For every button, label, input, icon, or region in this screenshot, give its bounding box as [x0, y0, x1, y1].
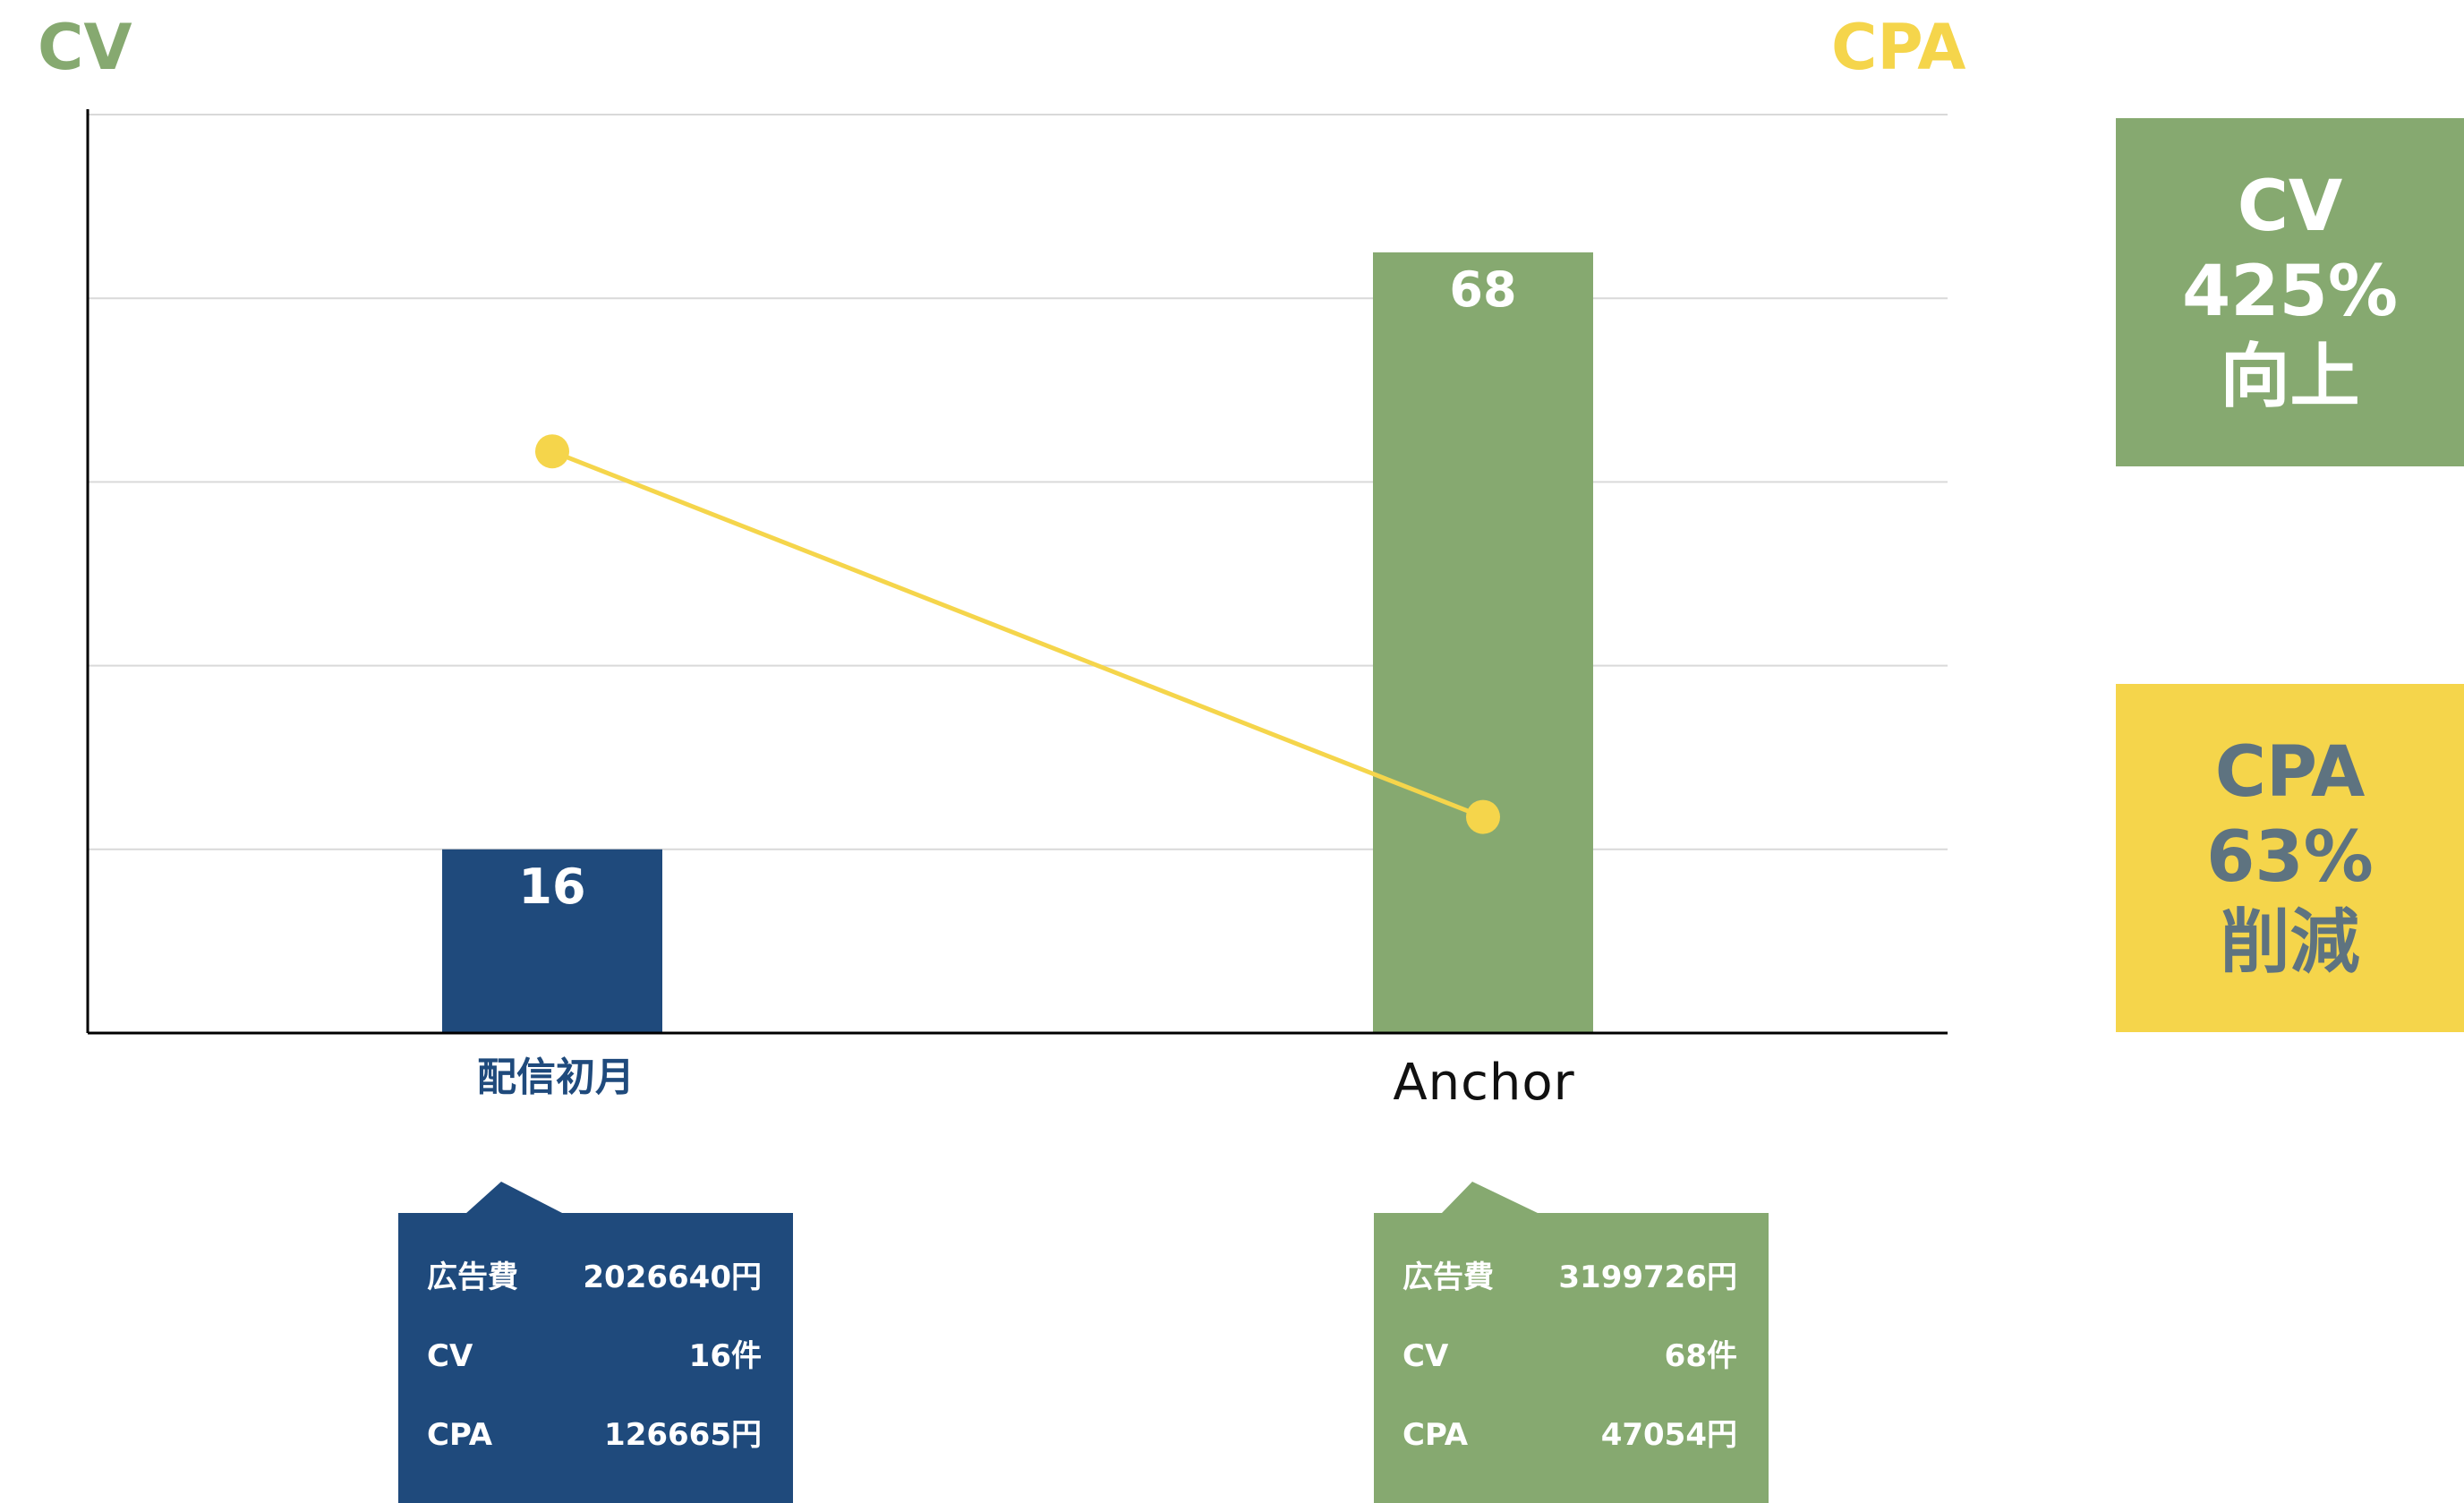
x-tick-label: 配信初月 — [477, 1055, 635, 1100]
row-label: CPA — [427, 1417, 493, 1453]
x-tick-label: Anchor — [1393, 1054, 1575, 1112]
badge-line: 63% — [2206, 816, 2374, 898]
row-label: 広告費 — [1403, 1260, 1494, 1295]
row-value: 3199726円 — [1558, 1260, 1737, 1295]
bar-data-label: 68 — [1449, 261, 1516, 318]
callout-row-cpa: CPA 47054円 — [1403, 1415, 1737, 1455]
row-label: CPA — [1403, 1417, 1469, 1453]
badge-line: 削減 — [2220, 902, 2360, 984]
row-label: CV — [427, 1338, 473, 1374]
callout-pointer — [1441, 1182, 1539, 1214]
bar — [1373, 252, 1593, 1033]
badge-line: 425% — [2182, 251, 2398, 332]
badge-line: CPA — [2214, 731, 2366, 813]
bar-data-label: 16 — [518, 858, 585, 915]
row-value: 16件 — [688, 1338, 762, 1374]
callout-row-cv: CV 16件 — [427, 1336, 762, 1376]
cpa-series-line — [551, 448, 1484, 819]
cpa-reduction-badge: CPA 63% 削減 — [2116, 684, 2464, 1032]
callout-row-ad-cost: 広告費 3199726円 — [1403, 1258, 1737, 1297]
cpa-point — [1466, 799, 1500, 834]
callout-box: 広告費 3199726円 CV 68件 CPA 47054円 — [1374, 1213, 1769, 1503]
callout-box: 広告費 2026640円 CV 16件 CPA 126665円 — [398, 1213, 793, 1503]
callout-pointer — [465, 1182, 564, 1214]
callout-row-ad-cost: 広告費 2026640円 — [427, 1258, 762, 1297]
cpa-axis-title: CPA — [1831, 11, 1966, 84]
row-value: 68件 — [1664, 1338, 1737, 1374]
badge-line: 向上 — [2220, 337, 2360, 418]
row-value: 47054円 — [1600, 1417, 1737, 1453]
row-value: 2026640円 — [583, 1260, 762, 1295]
badge-line: CV — [2237, 166, 2343, 247]
cv-axis-title: CV — [38, 11, 132, 84]
callout-row-cpa: CPA 126665円 — [427, 1415, 762, 1455]
row-label: 広告費 — [427, 1260, 518, 1295]
bar — [442, 849, 662, 1033]
row-value: 126665円 — [604, 1417, 762, 1453]
row-label: CV — [1403, 1338, 1449, 1374]
cpa-point — [535, 434, 569, 469]
callout-row-cv: CV 68件 — [1403, 1336, 1737, 1376]
cv-improvement-badge: CV 425% 向上 — [2116, 118, 2464, 466]
